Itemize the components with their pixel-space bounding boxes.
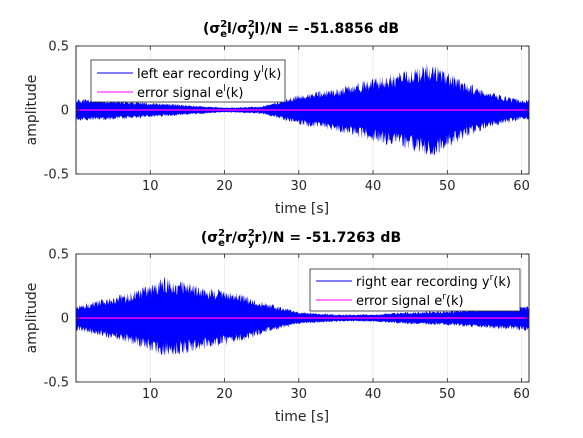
x-tick-label: 20 [216, 179, 233, 194]
y-axis-label-1: amplitude [24, 75, 40, 146]
legend-box-2 [309, 268, 521, 312]
legend-label-right-error: error signal er(k) [356, 292, 464, 309]
x-tick-label: 10 [142, 387, 159, 402]
x-tick-label: 50 [439, 387, 456, 402]
x-axis-label-1: time [s] [275, 201, 329, 217]
x-tick-label: 40 [365, 179, 382, 194]
legend-box-1 [90, 59, 286, 103]
x-axis-label-2: time [s] [275, 409, 329, 425]
y-tick-label: 0.5 [48, 40, 69, 55]
ticks-2: 10 20 30 40 50 60 -0.5 0 0.5 [44, 248, 530, 403]
x-tick-label: 50 [439, 179, 456, 194]
y-tick-label: -0.5 [44, 376, 69, 391]
x-tick-label: 20 [216, 387, 233, 402]
subplot-left-ear: (σ2 el/σ2 yl)/N = -51.8856 dB 10 20 30 40 50 60… [24, 19, 530, 217]
x-tick-label: 10 [142, 179, 159, 194]
y-tick-label: -0.5 [44, 168, 69, 183]
subplot-2-title: (σ2 er/σ2 yr)/N = -51.7263 dB [201, 228, 401, 249]
x-tick-label: 60 [513, 179, 530, 194]
x-tick-label: 30 [291, 387, 308, 402]
x-tick-label: 60 [513, 387, 530, 402]
y-tick-label: 0 [61, 104, 69, 119]
y-tick-label: 0.5 [48, 248, 69, 263]
legend-label-right-recording: right ear recording yr(k) [356, 273, 511, 290]
x-tick-label: 30 [291, 179, 308, 194]
y-tick-label: 0 [61, 312, 69, 327]
subplot-1-title: (σ2 el/σ2 yl)/N = -51.8856 dB [203, 19, 399, 40]
legend-label-left-recording: left ear recording yl(k) [137, 65, 281, 82]
right-ear-recording-series [76, 277, 529, 356]
y-axis-label-2: amplitude [24, 283, 40, 354]
x-tick-label: 40 [365, 387, 382, 402]
legend-label-left-error: error signal el(k) [137, 84, 243, 101]
subplot-right-ear: (σ2 er/σ2 yr)/N = -51.7263 dB 10 20 30 40 50 60… [24, 228, 530, 425]
ticks-1: 10 20 30 40 50 60 -0.5 0 0.5 [44, 40, 530, 195]
legend-1: left ear recording yl(k) error signal el… [90, 59, 286, 103]
legend-2: right ear recording yr(k) error signal e… [309, 268, 521, 312]
